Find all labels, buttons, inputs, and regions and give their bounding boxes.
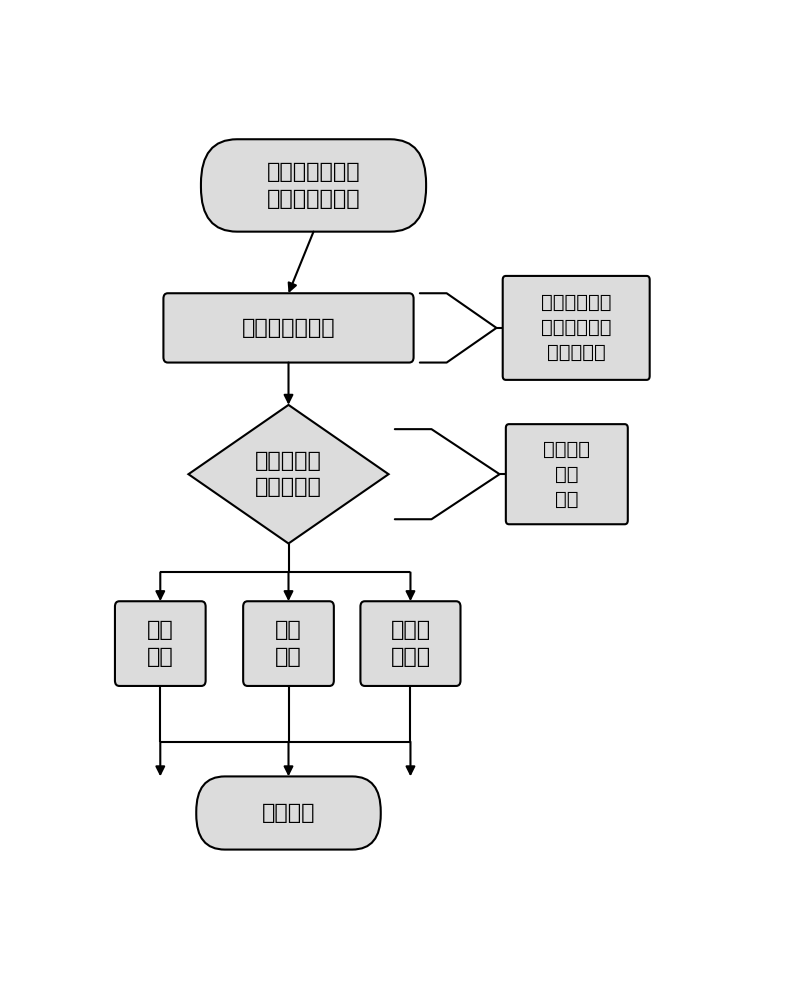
Text: 道路采集图片
激光雷达辅助
距离标注等: 道路采集图片 激光雷达辅助 距离标注等 (541, 293, 612, 362)
Text: 样本标定与设计: 样本标定与设计 (241, 318, 336, 338)
Text: 深度学习神
经网络训练: 深度学习神 经网络训练 (255, 451, 322, 497)
Text: 空间结
构回归: 空间结 构回归 (391, 620, 430, 667)
FancyBboxPatch shape (361, 601, 461, 686)
Text: 距离估计: 距离估计 (261, 803, 316, 823)
FancyBboxPatch shape (243, 601, 334, 686)
FancyBboxPatch shape (115, 601, 206, 686)
FancyBboxPatch shape (506, 424, 628, 524)
Text: 残差结构
瘦身
剪枝: 残差结构 瘦身 剪枝 (543, 440, 590, 509)
Text: 基于单目视觉的
采集的道路图片: 基于单目视觉的 采集的道路图片 (266, 162, 361, 209)
FancyBboxPatch shape (163, 293, 414, 363)
Text: 目标
识别: 目标 识别 (147, 620, 174, 667)
FancyBboxPatch shape (196, 776, 381, 850)
Polygon shape (189, 405, 389, 543)
FancyBboxPatch shape (503, 276, 650, 380)
Text: 边框
回归: 边框 回归 (275, 620, 302, 667)
FancyBboxPatch shape (201, 139, 426, 232)
